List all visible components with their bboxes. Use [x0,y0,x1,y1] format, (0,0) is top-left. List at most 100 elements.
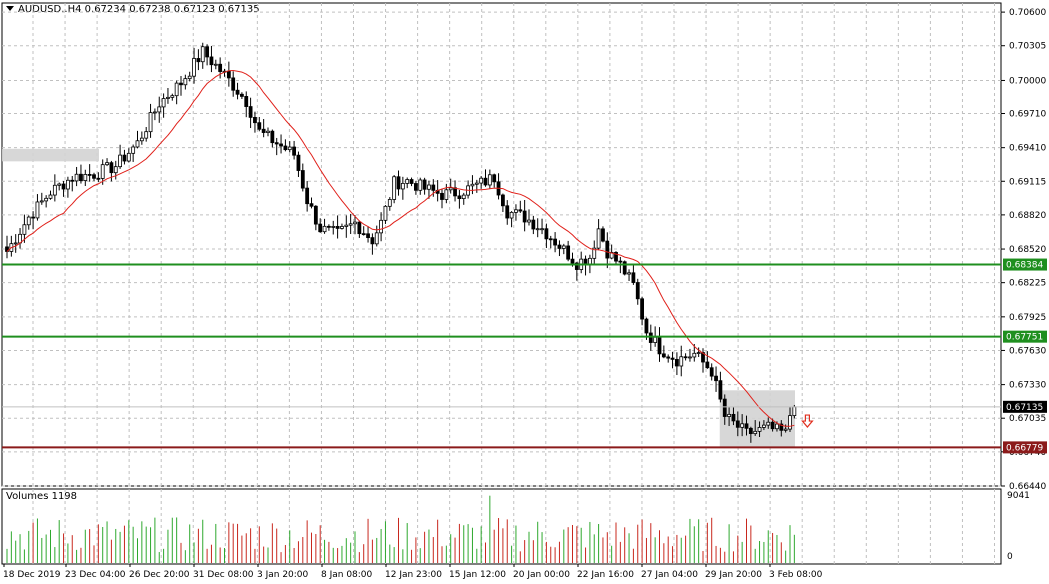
candle-bearish [770,421,775,430]
price-tick-label: 0.68820 [1009,211,1046,221]
level-price-tag [1003,330,1047,343]
symbol-label[interactable]: AUDUSD..H4 [18,4,82,15]
candle-bullish [596,228,601,249]
candle-bearish [87,174,92,176]
candle-bearish [226,70,231,79]
candle-bearish [261,128,266,133]
candle-bullish [461,194,466,200]
candle-bullish [44,197,49,202]
candle-bearish [718,380,723,400]
price-tick-label: 0.69410 [1009,144,1046,154]
candle-bullish [387,199,392,207]
candle-bearish [566,245,571,260]
candle-bearish [270,130,275,144]
candle-bearish [518,209,523,212]
candle-bullish [66,179,70,190]
candle-bullish [161,98,166,108]
candle-bullish [757,427,762,432]
price-tick-label: 0.69710 [1009,109,1046,119]
candle-bearish [492,174,497,183]
candle-bullish [762,424,766,428]
candle-bullish [688,356,692,359]
candle-bullish [444,189,449,200]
candle-bullish [783,428,788,431]
price-pane-border [1,2,1002,487]
candle-bullish [170,95,175,98]
candle-bullish [144,131,149,139]
candle-bullish [331,226,336,228]
candle-bullish [135,140,140,148]
candle-bearish [96,177,101,180]
time-tick-label: 15 Jan 12:00 [449,570,506,580]
candle-bearish [79,173,83,181]
candle-bearish [61,183,66,190]
candle-bearish [605,240,610,259]
candle-bullish [679,356,684,367]
candle-bullish [200,46,205,63]
candle-bearish [235,89,240,95]
candle-bullish [340,226,344,229]
time-tick-label: 26 Dec 20:00 [129,570,190,580]
candle-bearish [409,179,414,184]
time-tick-label: 3 Feb 08:00 [769,570,823,580]
current-price-label: 0.67135 [1006,403,1043,413]
candle-bearish [422,179,427,190]
candle-bearish [318,223,323,233]
candle-bullish [766,421,771,426]
price-tick-label: 0.67630 [1009,346,1046,356]
candle-bearish [440,192,444,200]
candle-bearish [122,154,127,162]
candle-bullish [353,221,357,225]
volumes-indicator-label: Volumes 1198 [6,491,78,502]
volume-tick-label: 9041 [1007,491,1030,501]
symbol-menu-icon[interactable] [6,6,14,11]
candle-bearish [705,361,710,369]
candle-bullish [100,164,105,179]
candle-bullish [540,228,544,231]
candle-bullish [374,232,379,245]
candle-bearish [231,77,236,91]
candle-bullish [213,63,218,66]
candle-bearish [735,420,740,428]
candle-bearish [361,233,366,236]
price-tick-label: 0.69115 [1009,177,1046,187]
candle-bearish [631,272,636,283]
candle-bearish [335,226,340,229]
candle-bearish [239,93,244,97]
candle-bearish [313,205,318,225]
candle-bullish [535,228,540,231]
price-tick-label: 0.70305 [1009,42,1046,52]
moving-average-line [6,69,795,427]
candle-bearish [748,427,753,435]
candle-bearish [675,358,679,367]
candle-bullish [174,82,179,97]
candle-bearish [92,174,96,179]
candle-bullish [418,179,423,191]
candle-bearish [370,237,375,245]
time-tick-label: 3 Jan 20:00 [257,570,309,580]
candle-bullish [39,200,44,203]
sell-signal-arrow-icon [801,414,814,429]
candle-bullish [392,176,397,200]
candle-bullish [527,219,531,223]
candle-bullish [105,162,109,166]
candle-bearish [457,195,462,200]
candle-bearish [109,162,114,174]
candle-bearish [292,146,297,156]
candle-bearish [366,233,370,239]
candle-bullish [379,219,384,234]
candle-bearish [661,353,666,358]
candle-bullish [448,187,453,191]
candle-bearish [648,332,653,343]
candle-bearish [305,187,310,205]
candle-bullish [400,182,405,190]
candle-bearish [196,58,201,63]
candle-bearish [31,216,36,219]
price-tick-label: 0.68225 [1009,279,1046,289]
candle-bearish [205,46,210,58]
candle-bullish [48,194,53,199]
candle-bullish [609,251,614,259]
candle-bearish [283,145,288,151]
candle-bullish [627,272,631,275]
